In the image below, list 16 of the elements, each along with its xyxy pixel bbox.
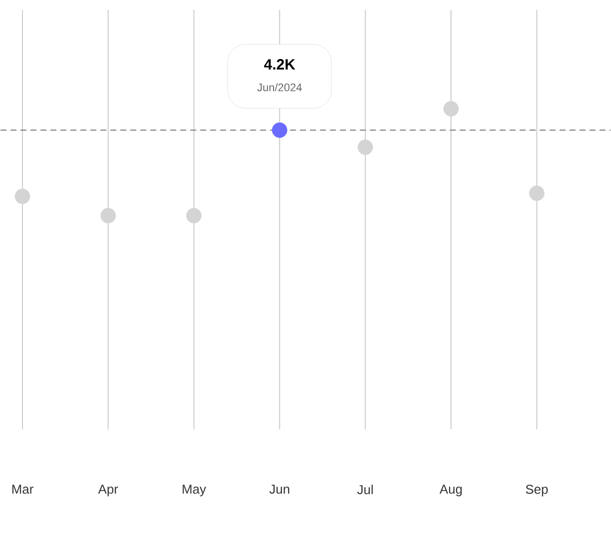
point [14,188,30,204]
point [100,208,116,224]
point [443,101,459,116]
point [358,140,374,155]
text: 4.2K [264,59,296,70]
text: Jun/2024 [257,83,302,92]
point [529,185,544,201]
x-tick-label: Aug [440,484,462,496]
x-tick-label: May [182,484,206,496]
x-tick-label: Jun [269,484,290,494]
point [272,122,288,138]
x-tick-label: Apr [98,484,118,496]
point [186,208,202,224]
x-tick-label: Mar [12,484,34,494]
x-tick-label: Jul [357,484,373,494]
x-tick-label: Sep [526,484,548,496]
